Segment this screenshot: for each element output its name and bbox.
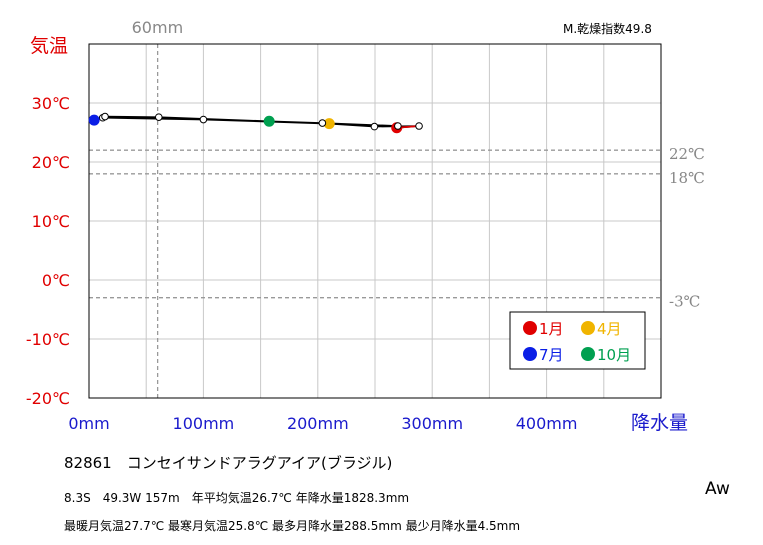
y-axis-label: 気温 <box>30 35 68 57</box>
plot-frame <box>88 43 662 399</box>
station-info-line2: 最暖月気温27.7℃ 最寒月気温25.8℃ 最多月降水量288.5mm 最少月降… <box>64 519 521 533</box>
month-point-11 <box>318 119 327 127</box>
data-series <box>88 112 423 134</box>
reference-label-22c: 22℃ <box>669 145 705 163</box>
legend-label: 1月 <box>539 320 564 338</box>
legend-marker <box>523 347 537 361</box>
month-point-8 <box>101 112 109 121</box>
y-tick-label: 0℃ <box>42 271 70 290</box>
legend-label: 4月 <box>597 320 622 338</box>
legend-marker <box>581 347 595 361</box>
tick-labels: 30℃ 20℃ 10℃ 0℃ -10℃ -20℃ 0mm 100mm 200mm 300mm 400… <box>26 94 578 433</box>
station-info-line1: 8.3S 49.3W 157m 年平均気温26.7℃ 年降水量1828.3mm <box>64 491 410 505</box>
x-tick-label: 400mm <box>516 414 578 433</box>
y-tick-label: -10℃ <box>26 330 70 349</box>
y-tick-label: -20℃ <box>26 389 70 408</box>
aridity-index: M.乾燥指数49.8 <box>563 22 652 36</box>
month-point-10 <box>263 115 275 127</box>
legend-marker <box>581 321 595 335</box>
x-axis-label: 降水量 <box>631 412 688 434</box>
legend-label: 10月 <box>597 346 631 364</box>
plot-border <box>88 43 662 399</box>
month-point-2 <box>415 122 423 130</box>
y-tick-label: 20℃ <box>32 153 70 172</box>
reference-label-18c: 18℃ <box>669 169 705 187</box>
month-point-9 <box>154 113 163 121</box>
reference-lines: 60mm 22℃ 18℃ -3℃ <box>89 18 705 398</box>
reference-label--3c: -3℃ <box>669 293 700 311</box>
y-tick-label: 30℃ <box>32 94 70 113</box>
month-point-12 <box>394 122 402 130</box>
climate-class: Aw <box>705 479 730 499</box>
legend: 1月 4月 7月 10月 <box>509 311 646 370</box>
legend-label: 7月 <box>539 346 564 364</box>
x-tick-label: 200mm <box>287 414 349 433</box>
station-title: 82861 コンセイサンドアラグアイア(ブラジル) <box>64 454 393 472</box>
legend-marker <box>523 321 537 335</box>
x-tick-label: 0mm <box>68 414 109 433</box>
y-tick-label: 10℃ <box>32 212 70 231</box>
reference-label-60mm: 60mm <box>132 18 184 37</box>
x-tick-label: 300mm <box>401 414 463 433</box>
month-point-7 <box>88 114 100 126</box>
month-point-5 <box>199 115 208 124</box>
climograph-line <box>93 115 420 129</box>
x-tick-label: 100mm <box>173 414 235 433</box>
month-point-3 <box>370 122 379 131</box>
